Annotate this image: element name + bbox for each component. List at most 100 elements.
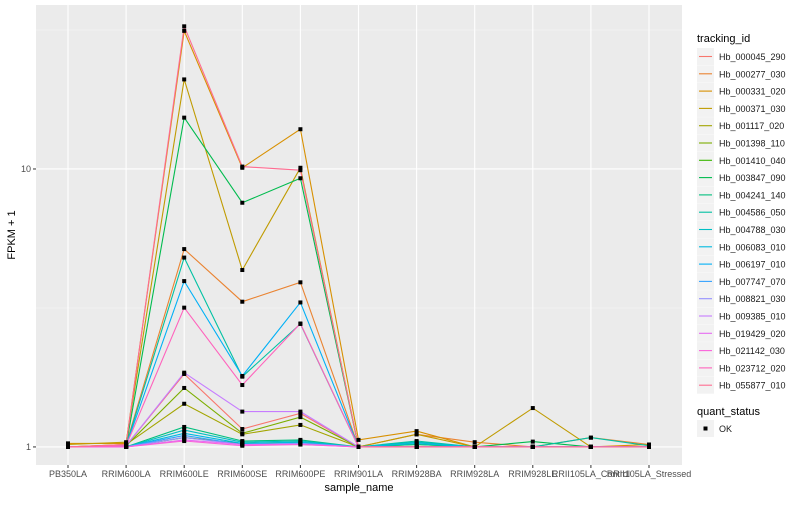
data-point (298, 127, 303, 132)
data-point (240, 299, 245, 304)
data-point (298, 168, 303, 173)
data-point (182, 433, 187, 438)
data-point (414, 432, 419, 437)
data-point (298, 176, 303, 181)
legend-item: Hb_004241_140 (697, 186, 786, 204)
data-point (414, 444, 419, 449)
legend-label: Hb_009385_010 (719, 312, 786, 322)
legend-item: Hb_000045_290 (697, 48, 786, 65)
legend-label: Hb_021142_030 (719, 346, 785, 356)
data-point (240, 427, 245, 432)
data-point (182, 77, 187, 82)
data-point (588, 435, 593, 440)
legend-item: Hb_023712_020 (697, 359, 786, 377)
legend-label: Hb_000331_020 (719, 87, 786, 97)
legend-label: Hb_001398_110 (719, 139, 785, 149)
data-point (356, 437, 361, 442)
legend-title: tracking_id (697, 33, 750, 45)
x-tick-label: RRIM901LA (334, 469, 383, 479)
data-point (588, 444, 593, 449)
legend-item: Hb_019429_020 (697, 324, 786, 342)
legend-item: Hb_000331_020 (697, 82, 786, 100)
data-point (472, 444, 477, 449)
legend-item: Hb_001410_040 (697, 151, 786, 169)
data-point (66, 442, 70, 447)
legend-item: Hb_055877_010 (697, 376, 786, 394)
x-tick-label: RRIM600SE (217, 469, 267, 479)
y-axis-title: FPKM + 1 (6, 210, 18, 259)
y-axis: 1 10 (21, 164, 36, 452)
data-point (240, 164, 245, 169)
data-point (182, 279, 187, 284)
data-point (647, 444, 651, 449)
x-tick-label: RRIM600LE (160, 469, 209, 479)
legend-label: Hb_003847_090 (719, 173, 786, 183)
data-point (530, 406, 535, 411)
legend-label: Hb_055877_010 (719, 381, 786, 391)
series-points (66, 24, 651, 449)
legend-item: Hb_003847_090 (697, 169, 786, 187)
data-point (298, 280, 303, 285)
data-point (298, 415, 303, 420)
legend-item: Hb_004788_030 (697, 221, 786, 238)
legend-label: Hb_000277_030 (719, 69, 786, 79)
data-point (182, 385, 187, 390)
x-tick-label: RRII105LA_Stressed (607, 469, 692, 479)
legend-item: Hb_006083_010 (697, 238, 786, 256)
data-point (182, 435, 187, 440)
data-point (356, 444, 361, 449)
x-tick-label: RRIM928LA (450, 469, 499, 479)
data-point (240, 200, 245, 205)
data-point (182, 428, 187, 433)
data-point (530, 444, 535, 449)
data-point (240, 373, 245, 378)
data-point (182, 24, 187, 29)
data-point (298, 422, 303, 427)
data-point (182, 424, 187, 429)
data-point (240, 443, 245, 448)
data-point (66, 444, 70, 449)
legend-label: Hb_004586_050 (719, 208, 786, 218)
legend-label: Hb_019429_020 (719, 329, 786, 339)
data-point (530, 439, 535, 444)
data-point (182, 439, 187, 444)
legend-item: Hb_007747_070 (697, 272, 786, 290)
data-point (298, 409, 303, 414)
x-tick-label: PB350LA (49, 469, 87, 479)
legend-item: Hb_006197_010 (697, 255, 786, 273)
y-tick-label: 10 (21, 164, 31, 174)
legend-item: Hb_000277_030 (697, 65, 786, 83)
x-axis-title: sample_name (324, 482, 393, 494)
x-tick-label: RRIM600PE (275, 469, 325, 479)
legend-label: Hb_004788_030 (719, 225, 786, 235)
legend-label: Hb_008821_030 (719, 294, 786, 304)
shape-legend-label: OK (719, 424, 732, 434)
data-point (240, 431, 245, 436)
x-tick-label: RRIM928BA (392, 469, 442, 479)
data-point (182, 370, 187, 375)
data-point (182, 28, 187, 33)
data-point (240, 383, 245, 388)
y-tick-label: 1 (26, 442, 31, 452)
data-point (182, 305, 187, 310)
data-point (414, 441, 419, 446)
legend-label: Hb_007747_070 (719, 277, 786, 287)
data-point (182, 431, 187, 436)
legend-label: Hb_000045_290 (719, 52, 786, 62)
data-point (298, 165, 303, 170)
legend: tracking_id Hb_000045_290 Hb_000277_030 Hb… (697, 33, 786, 437)
data-point (472, 440, 477, 445)
legend-item: Hb_004586_050 (697, 203, 786, 221)
legend-label: Hb_006197_010 (719, 260, 786, 270)
x-tick-label: RRIM928LE (508, 469, 557, 479)
x-tick-label: RRII105LA_Control (552, 469, 630, 479)
legend-label: Hb_001410_040 (719, 156, 786, 166)
legend-item: Hb_021142_030 (697, 342, 785, 360)
data-point (298, 300, 303, 305)
data-point (240, 409, 245, 414)
legend-label: Hb_000371_030 (719, 104, 786, 114)
data-point (124, 440, 129, 445)
x-axis: PB350LA RRIM600LA RRIM600LE RRIM600SE RRIM60… (49, 465, 691, 479)
data-point (240, 268, 245, 273)
